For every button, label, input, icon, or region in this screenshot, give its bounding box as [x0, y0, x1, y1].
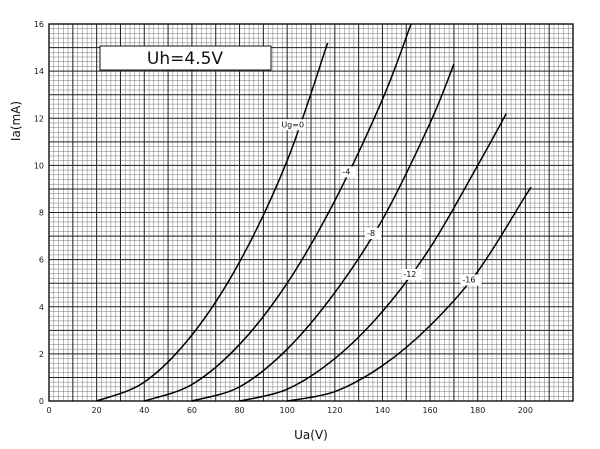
- x-tick-label: 160: [422, 406, 437, 415]
- series-label: -8: [367, 229, 375, 238]
- chart-title: Uh=4.5V: [147, 49, 223, 69]
- y-tick-label: 6: [39, 256, 44, 265]
- series-curve: [144, 23, 412, 402]
- series-label-bg: [460, 274, 482, 286]
- y-tick-label: 10: [34, 161, 44, 170]
- y-axis-ticks: 0 2 4 6 8 10 12 14 16: [34, 20, 44, 406]
- y-tick-label: 12: [34, 114, 44, 123]
- x-axis-title: Ua(V): [294, 428, 328, 442]
- series-curve: [191, 63, 455, 402]
- x-tick-label: 180: [470, 406, 485, 415]
- series-label-bg: [401, 268, 423, 280]
- x-tick-label: 0: [46, 406, 51, 415]
- series-label-bg: [340, 166, 357, 178]
- series-label: -12: [403, 270, 416, 279]
- x-tick-label: 100: [280, 406, 295, 415]
- y-tick-label: 16: [34, 20, 44, 29]
- x-tick-label: 20: [92, 406, 102, 415]
- series-label: Ug=0: [281, 120, 304, 129]
- x-tick-label: 120: [327, 406, 342, 415]
- x-tick-label: 60: [187, 406, 197, 415]
- y-tick-label: 4: [39, 303, 44, 312]
- series-labels: Ug=0 -4 -8 -12 -16: [279, 119, 482, 286]
- x-tick-label: 140: [375, 406, 390, 415]
- y-tick-label: 14: [34, 67, 44, 76]
- title-box-frame: [99, 45, 272, 71]
- series-label-bg: [365, 228, 382, 240]
- x-tick-label: 40: [139, 406, 149, 415]
- y-tick-label: 8: [39, 209, 44, 218]
- series-label: -16: [462, 276, 475, 285]
- y-tick-label: 2: [39, 350, 44, 359]
- y-axis-title: Ia(mA): [9, 101, 23, 141]
- series-label: -4: [342, 167, 350, 176]
- x-tick-label: 80: [234, 406, 244, 415]
- plot-frame: [48, 23, 574, 402]
- title-box: Uh=4.5V: [99, 45, 272, 71]
- y-tick-label: 0: [39, 397, 44, 406]
- x-axis-ticks: 0 20 40 60 80 100 120 140 160 180 200: [46, 406, 533, 415]
- series-curve: [287, 187, 532, 402]
- series-label-bg: [279, 119, 306, 131]
- series-curve: [239, 113, 507, 402]
- x-tick-label: 200: [518, 406, 533, 415]
